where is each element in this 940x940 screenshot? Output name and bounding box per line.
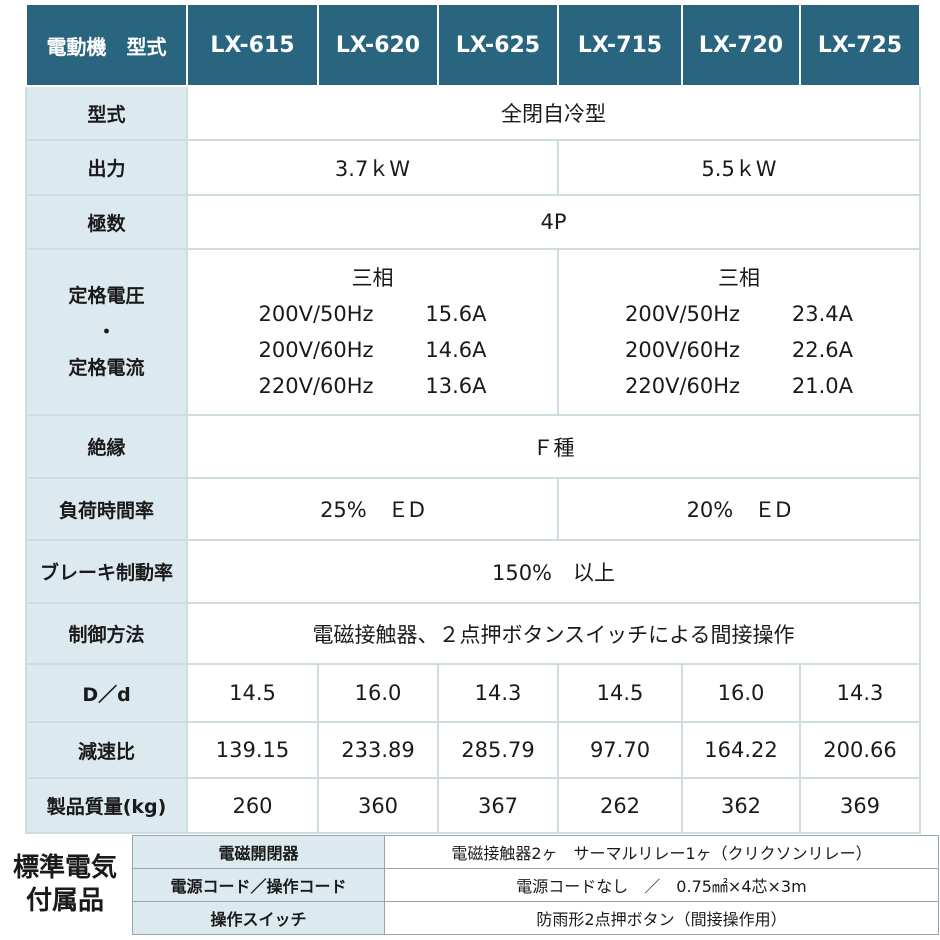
type-value: 全閉自冷型 xyxy=(186,85,921,141)
voltage: 220V/60Hz xyxy=(258,374,374,398)
phase-label: 三相 xyxy=(718,266,760,290)
current: 14.6A xyxy=(425,338,487,362)
accessory-value: 電源コードなし ／ 0.75㎟×4芯×3m xyxy=(384,868,939,902)
mass-value: 367 xyxy=(437,777,559,834)
current: 13.6A xyxy=(425,374,487,398)
duty-row: 負荷時間率 25% ＥD 20% ＥD xyxy=(25,477,921,541)
brake-row: ブレーキ制動率 150% 以上 xyxy=(25,539,921,604)
ratio-value: 139.15 xyxy=(186,721,319,779)
duty-left: 25% ＥD xyxy=(186,477,559,541)
header-row: 電動機 型式 LX-615 LX-620 LX-625 LX-715 LX-72… xyxy=(25,3,921,87)
row-label: ブレーキ制動率 xyxy=(25,539,188,604)
row-label: 絶縁 xyxy=(25,414,188,479)
voltage-line: 200V/60Hz 14.6A xyxy=(188,332,557,368)
accessory-row: 電源コード／操作コード 電源コードなし ／ 0.75㎟×4芯×3m xyxy=(132,868,939,902)
model-header: LX-720 xyxy=(681,3,801,87)
accessory-row: 操作スイッチ 防雨形2点押ボタン（間接操作用） xyxy=(132,901,939,935)
ratio-value: 233.89 xyxy=(317,721,439,779)
dd-value: 14.3 xyxy=(799,663,921,723)
row-label: D／d xyxy=(25,663,188,723)
accessory-label: 電源コード／操作コード xyxy=(132,868,385,902)
phase-label: 三相 xyxy=(351,266,394,290)
accessories-table: 電磁開閉器 電磁接触器2ヶ サーマルリレー1ヶ（クリクソンリレー） 電源コード／… xyxy=(132,835,939,935)
output-right: 5.5ｋW xyxy=(557,139,921,196)
header-corner: 電動機 型式 xyxy=(25,3,188,87)
model-header: LX-725 xyxy=(799,3,921,87)
output-row: 出力 3.7ｋW 5.5ｋW xyxy=(25,139,921,196)
accessory-row: 電磁開閉器 電磁接触器2ヶ サーマルリレー1ヶ（クリクソンリレー） xyxy=(132,835,939,869)
dd-value: 14.3 xyxy=(437,663,559,723)
type-row: 型式 全閉自冷型 xyxy=(25,85,921,141)
mass-value: 360 xyxy=(317,777,439,834)
mass-row: 製品質量(kg) 260 360 367 262 362 369 xyxy=(25,777,921,834)
insulation-value: Ｆ種 xyxy=(186,414,921,479)
control-row: 制御方法 電磁接触器、２点押ボタンスイッチによる間接操作 xyxy=(25,602,921,665)
voltage: 200V/50Hz xyxy=(625,302,741,326)
accessories-title-line: 付属品 xyxy=(25,886,104,916)
model-header: LX-620 xyxy=(317,3,439,87)
output-left: 3.7ｋW xyxy=(186,139,559,196)
accessory-label: 電磁開閉器 xyxy=(132,835,385,869)
model-header: LX-715 xyxy=(557,3,683,87)
voltage-line: 200V/50Hz 23.4A xyxy=(559,296,919,332)
ratio-row: 減速比 139.15 233.89 285.79 97.70 164.22 20… xyxy=(25,721,921,779)
mass-value: 262 xyxy=(557,777,683,834)
dd-value: 16.0 xyxy=(681,663,801,723)
dd-value: 16.0 xyxy=(317,663,439,723)
duty-right: 20% ＥD xyxy=(557,477,921,541)
ratio-value: 200.66 xyxy=(799,721,921,779)
voltage: 200V/60Hz xyxy=(258,338,374,362)
rated-left: 三相 200V/50Hz 15.6A 200V/60Hz 14.6A 220V/60… xyxy=(186,248,559,416)
row-label: 出力 xyxy=(25,139,188,196)
voltage-line: 200V/60Hz 22.6A xyxy=(559,332,919,368)
dd-value: 14.5 xyxy=(186,663,319,723)
ratio-value: 285.79 xyxy=(437,721,559,779)
row-label: 製品質量(kg) xyxy=(25,777,188,834)
mass-value: 260 xyxy=(186,777,319,834)
row-label: 極数 xyxy=(25,194,188,250)
rated-right: 三相 200V/50Hz 23.4A 200V/60Hz 22.6A 220V/60… xyxy=(557,248,921,416)
dd-value: 14.5 xyxy=(557,663,683,723)
row-label: 減速比 xyxy=(25,721,188,779)
rated-label-bottom: 定格電流 xyxy=(68,357,145,379)
brake-value: 150% 以上 xyxy=(186,539,921,604)
accessories-title-line: 標準電気 xyxy=(12,853,117,883)
insulation-row: 絶縁 Ｆ種 xyxy=(25,414,921,479)
current: 21.0A xyxy=(791,374,853,398)
rated-label-mid: ・ xyxy=(96,321,116,343)
row-label: 制御方法 xyxy=(25,602,188,665)
model-header: LX-625 xyxy=(437,3,559,87)
control-value: 電磁接触器、２点押ボタンスイッチによる間接操作 xyxy=(186,602,921,665)
row-label: 定格電圧 ・ 定格電流 xyxy=(25,248,188,416)
accessory-label: 操作スイッチ xyxy=(132,901,385,935)
voltage: 220V/60Hz xyxy=(625,374,741,398)
row-label: 型式 xyxy=(25,85,188,141)
voltage: 200V/60Hz xyxy=(625,338,741,362)
mass-value: 362 xyxy=(681,777,801,834)
accessory-value: 電磁接触器2ヶ サーマルリレー1ヶ（クリクソンリレー） xyxy=(384,835,939,869)
row-label: 負荷時間率 xyxy=(25,477,188,541)
spec-table: 電動機 型式 LX-615 LX-620 LX-625 LX-715 LX-72… xyxy=(25,3,921,834)
accessories-title: 標準電気 付属品 xyxy=(2,852,128,918)
ratio-value: 97.70 xyxy=(557,721,683,779)
mass-value: 369 xyxy=(799,777,921,834)
voltage: 200V/50Hz xyxy=(258,302,374,326)
current: 23.4A xyxy=(791,302,853,326)
poles-row: 極数 4P xyxy=(25,194,921,250)
accessory-value: 防雨形2点押ボタン（間接操作用） xyxy=(384,901,939,935)
current: 15.6A xyxy=(425,302,487,326)
dd-row: D／d 14.5 16.0 14.3 14.5 16.0 14.3 xyxy=(25,663,921,723)
voltage-line: 220V/60Hz 21.0A xyxy=(559,368,919,404)
voltage-line: 220V/60Hz 13.6A xyxy=(188,368,557,404)
model-header: LX-615 xyxy=(186,3,319,87)
voltage-line: 200V/50Hz 15.6A xyxy=(188,296,557,332)
rated-label-top: 定格電圧 xyxy=(68,285,145,307)
current: 22.6A xyxy=(791,338,853,362)
rated-row: 定格電圧 ・ 定格電流 三相 200V/50Hz 15.6A 200V/60Hz 1… xyxy=(25,248,921,416)
poles-value: 4P xyxy=(186,194,921,250)
ratio-value: 164.22 xyxy=(681,721,801,779)
